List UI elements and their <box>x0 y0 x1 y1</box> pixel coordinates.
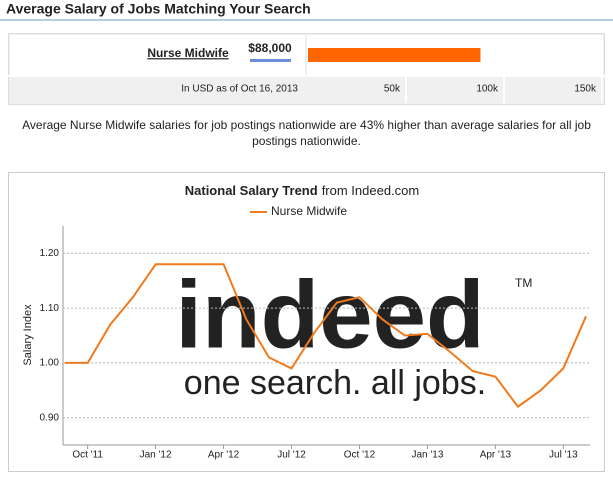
watermark: TM <box>515 276 532 290</box>
x-tick-label: Oct '12 <box>344 450 376 461</box>
x-tick-label: Apr '12 <box>208 450 240 461</box>
summary: Average Nurse Midwife salaries for job p… <box>22 118 591 148</box>
x-tick-label: 150k <box>574 84 597 95</box>
x-tick-label: Oct '11 <box>72 450 103 461</box>
x-tick-label: Jan '13 <box>411 450 443 461</box>
page-title: Average Salary of Jobs Matching Your Sea… <box>6 1 311 17</box>
x-tick-label: 50k <box>384 84 401 95</box>
y-tick-label: 1.20 <box>40 248 60 259</box>
trend-box <box>8 172 605 472</box>
watermark: indeed <box>175 261 484 368</box>
title-main: National Salary Trend <box>185 183 318 198</box>
value-label: $88,000 <box>248 41 292 55</box>
title-sub: from Indeed.com <box>322 183 420 198</box>
x-tick-label: Jan '12 <box>140 450 172 461</box>
x-tick-label: Jul '12 <box>277 450 306 461</box>
note: In USD as of Oct 16, 2013 <box>181 84 298 95</box>
y-tick-label: 1.00 <box>40 358 60 369</box>
y-axis-label: Salary Index <box>22 304 34 366</box>
value-underline <box>250 59 291 62</box>
y-tick-label: 0.90 <box>40 412 60 423</box>
x-tick-label: 100k <box>476 84 499 95</box>
series-line <box>65 263 587 409</box>
watermark: one search. all jobs. <box>184 364 486 402</box>
legend-label: Nurse Midwife <box>271 204 347 218</box>
label-cell <box>10 35 305 75</box>
category-label[interactable]: Nurse Midwife <box>147 46 229 60</box>
bar <box>308 48 481 62</box>
x-tick-label: Jul '13 <box>549 450 578 461</box>
y-tick-label: 1.10 <box>40 303 60 314</box>
x-tick-label: Apr '13 <box>480 450 512 461</box>
chart-title: National Salary Trend from Indeed.com <box>185 183 419 198</box>
